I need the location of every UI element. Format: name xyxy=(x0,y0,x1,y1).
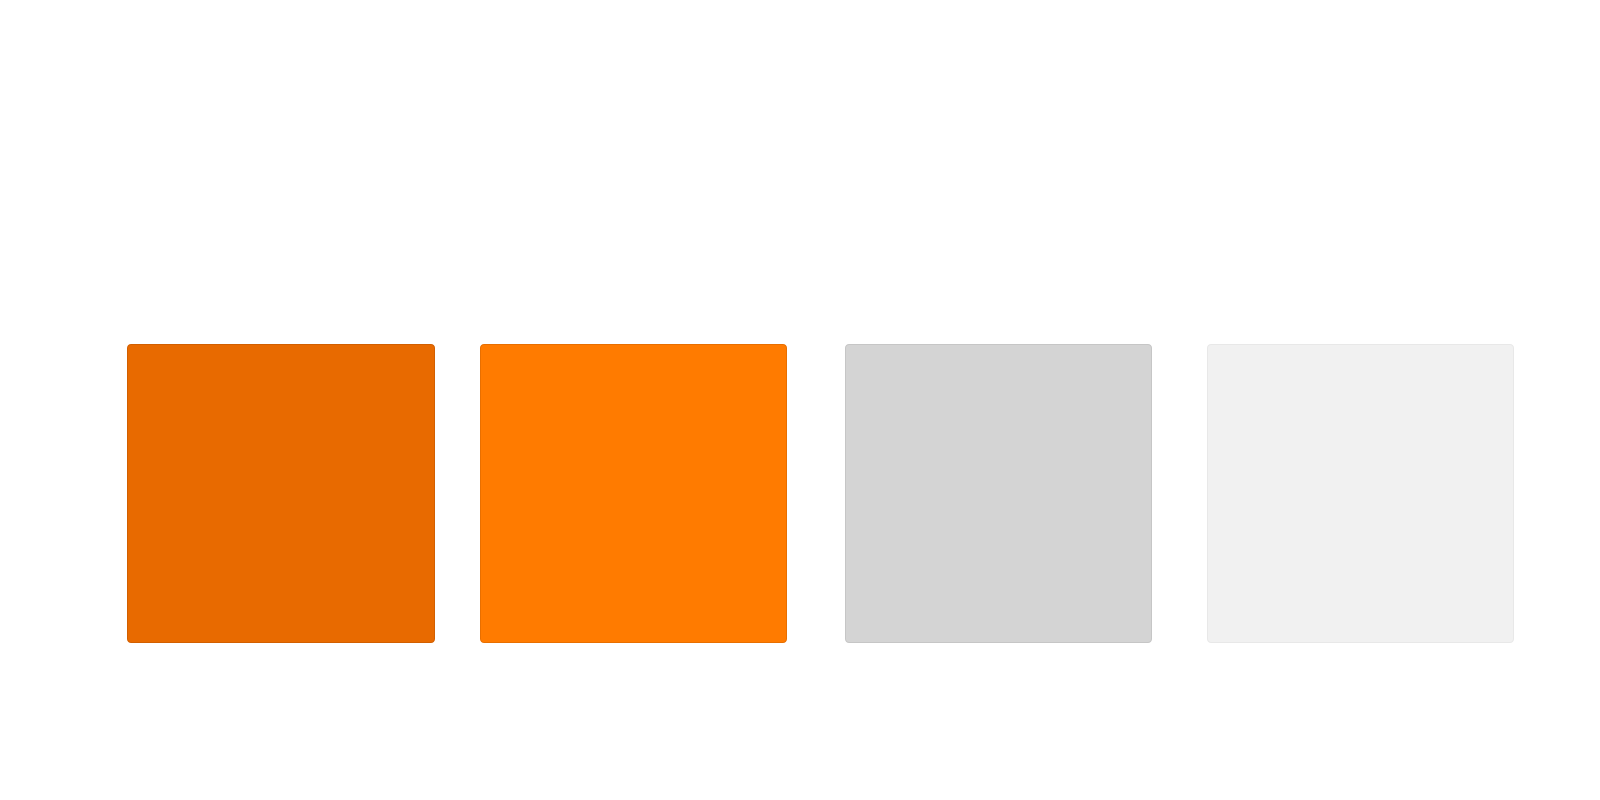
swatch-light-gray xyxy=(845,344,1152,643)
swatch-orange xyxy=(480,344,787,643)
swatch-lightest-gray xyxy=(1207,344,1514,643)
swatch-dark-orange xyxy=(127,344,435,643)
